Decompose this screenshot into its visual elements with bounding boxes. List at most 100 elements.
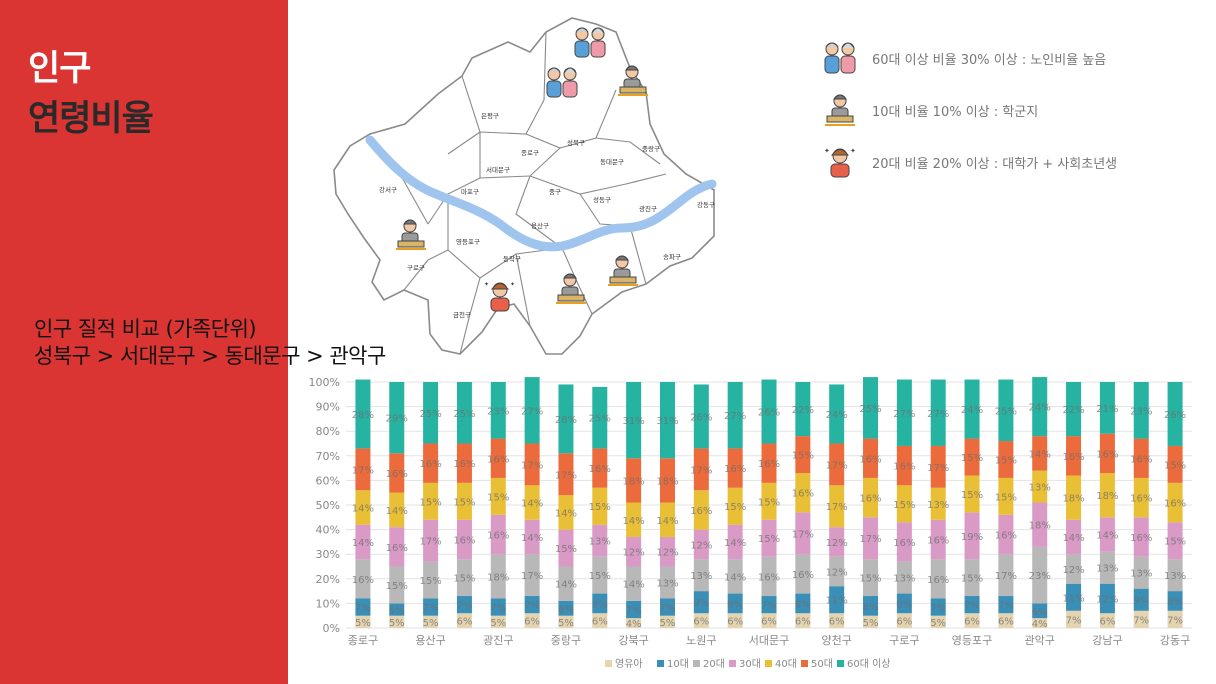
data-label: 5%: [660, 618, 676, 629]
x-tick-label: 서대문구: [749, 634, 789, 647]
student-reading-icon: [618, 65, 648, 96]
bar-segment: [524, 519, 540, 555]
data-label: 14%: [352, 503, 374, 514]
svg-text:✦: ✦: [850, 147, 856, 155]
title-line-2: 연령비율: [28, 99, 154, 139]
bar-segment: [389, 566, 405, 604]
bar-segment: [524, 443, 540, 486]
data-label: 14%: [352, 538, 374, 549]
bar-segment: [524, 613, 540, 628]
bar-segment: [592, 593, 608, 614]
note-elderly-text: 60대 이상 비율 30% 이상 : 노인비율 높음: [872, 52, 1107, 68]
bar-segment: [829, 443, 845, 486]
student-reading-icon: [608, 255, 638, 286]
data-label: 15%: [792, 451, 814, 462]
bar-segment: [659, 536, 675, 567]
bar-segment: [863, 377, 879, 439]
bar-segment: [490, 615, 506, 628]
page-title: 인구 연령비율: [28, 44, 154, 144]
bar-segment: [964, 379, 980, 439]
data-label: 7%: [964, 601, 980, 612]
bar-segment: [693, 448, 709, 491]
bar-segment: [1099, 613, 1115, 628]
x-tick-label: 중랑구: [551, 634, 581, 647]
y-tick-label: 60%: [316, 474, 340, 487]
bar-segment: [1133, 556, 1149, 589]
data-label: 7%: [524, 601, 540, 612]
bar-segment: [1167, 482, 1183, 523]
bar-segment: [558, 615, 574, 628]
data-label: 16%: [1130, 494, 1152, 505]
data-label: 25%: [995, 406, 1017, 417]
bar-segment: [456, 443, 472, 483]
data-label: 15%: [386, 581, 408, 592]
data-label: 5%: [863, 618, 879, 629]
bar-segment: [863, 559, 879, 597]
bar-segment: [659, 566, 675, 599]
district-label: 구로구: [407, 264, 425, 272]
bar-segment: [1066, 554, 1082, 584]
elderly-couple-icon: [824, 42, 856, 74]
data-label: 12%: [826, 538, 848, 549]
data-label: 17%: [419, 537, 441, 548]
data-label: 16%: [792, 570, 814, 581]
data-label: 6%: [829, 617, 845, 628]
x-tick-label: 관악구: [1025, 634, 1055, 647]
bar-segment: [389, 453, 405, 493]
data-label: 5%: [490, 618, 506, 629]
data-label: 15%: [487, 492, 509, 503]
young-adult-icon: ✦ ✦: [824, 147, 856, 178]
data-label: 6%: [998, 617, 1014, 628]
data-label: 16%: [419, 459, 441, 470]
data-label: 16%: [758, 572, 780, 583]
bar-segment: [592, 613, 608, 628]
bar-segment: [896, 485, 912, 523]
bar-segment: [761, 556, 777, 597]
note-young-adult: ✦ ✦ 20대 비율 20% 이상 : 대학가 + 사회초년생: [820, 144, 1200, 180]
data-label: 15%: [758, 534, 780, 545]
svg-text:✦: ✦: [824, 147, 830, 155]
bar-segment: [592, 487, 608, 525]
bar-segment: [1032, 502, 1048, 547]
data-label: 15%: [961, 490, 983, 501]
y-tick-label: 70%: [316, 450, 340, 463]
bar-segment: [1133, 382, 1149, 439]
bar-segment: [727, 448, 743, 488]
han-river: [365, 135, 717, 252]
bar-segment: [659, 598, 675, 616]
data-label: 16%: [386, 543, 408, 554]
student-reading-icon: [825, 94, 855, 126]
data-label: 7%: [423, 603, 439, 614]
bar-segment: [1032, 603, 1048, 619]
data-label: 18%: [1062, 494, 1084, 505]
data-label: 31%: [656, 416, 678, 427]
data-label: 13%: [1130, 569, 1152, 580]
data-label: 7%: [761, 601, 777, 612]
bar-segment: [829, 485, 845, 528]
data-label: 15%: [758, 497, 780, 508]
data-label: 14%: [555, 580, 577, 591]
bar-segment: [829, 384, 845, 444]
bar-segment: [727, 593, 743, 614]
legend-label: 40대: [775, 658, 797, 670]
data-label: 26%: [758, 408, 780, 419]
bar-segment: [558, 453, 574, 496]
data-label: 15%: [995, 455, 1017, 466]
district-label: 성북구: [567, 138, 585, 147]
data-label: 6%: [1099, 617, 1115, 628]
x-tick-label: 영등포구: [952, 634, 992, 647]
bar-segment: [795, 512, 811, 555]
data-label: 13%: [589, 537, 611, 548]
bar-segment: [727, 382, 743, 449]
data-label: 17%: [927, 463, 949, 474]
legend-label: 20대: [703, 658, 725, 670]
seoul-district-map: 은평구 종로구 성북구 중랑구 서대문구 동대문구 강서구 마포구 중구 성동구 광진구 강동구 용산구…: [330, 14, 720, 359]
data-label: 18%: [487, 572, 509, 583]
title-line-1: 인구: [28, 49, 91, 89]
bar-segment: [626, 566, 642, 601]
bar-segment: [693, 529, 709, 560]
data-label: 7%: [998, 601, 1014, 612]
bar-segment: [389, 382, 405, 454]
data-label: 5%: [930, 618, 946, 629]
